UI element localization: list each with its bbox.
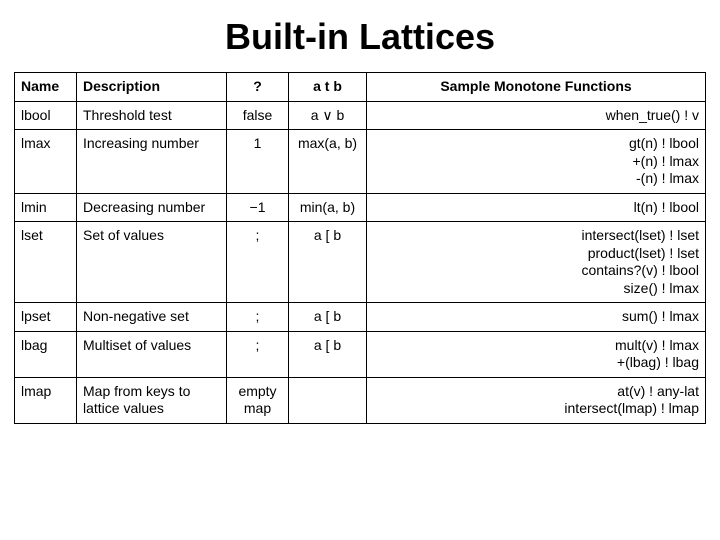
table-row: lpset Non-negative set ; a [ b sum() ! l… xyxy=(15,303,706,332)
cell-merge: max(a, b) xyxy=(289,130,367,194)
slide-title: Built-in Lattices xyxy=(14,16,706,58)
cell-bot: ; xyxy=(227,222,289,303)
cell-name: lmin xyxy=(15,193,77,222)
cell-merge: a ∨ b xyxy=(289,101,367,130)
cell-name: lmax xyxy=(15,130,77,194)
cell-name: lbag xyxy=(15,331,77,377)
cell-desc: Multiset of values xyxy=(77,331,227,377)
cell-desc: Non-negative set xyxy=(77,303,227,332)
col-header-merge: a t b xyxy=(289,73,367,102)
table-row: lmax Increasing number 1 max(a, b) gt(n)… xyxy=(15,130,706,194)
cell-funcs: gt(n) ! lbool +(n) ! lmax -(n) ! lmax xyxy=(367,130,706,194)
cell-bot: 1 xyxy=(227,130,289,194)
cell-name: lmap xyxy=(15,377,77,423)
cell-bot: −1 xyxy=(227,193,289,222)
col-header-bot: ? xyxy=(227,73,289,102)
cell-funcs: intersect(lset) ! lset product(lset) ! l… xyxy=(367,222,706,303)
cell-desc: Threshold test xyxy=(77,101,227,130)
col-header-name: Name xyxy=(15,73,77,102)
cell-name: lset xyxy=(15,222,77,303)
table-row: lset Set of values ; a [ b intersect(lse… xyxy=(15,222,706,303)
cell-desc: Increasing number xyxy=(77,130,227,194)
col-header-desc: Description xyxy=(77,73,227,102)
cell-name: lbool xyxy=(15,101,77,130)
cell-funcs: mult(v) ! lmax +(lbag) ! lbag xyxy=(367,331,706,377)
lattice-table: Name Description ? a t b Sample Monotone… xyxy=(14,72,706,424)
cell-bot: ; xyxy=(227,331,289,377)
cell-merge: a [ b xyxy=(289,303,367,332)
cell-merge xyxy=(289,377,367,423)
cell-bot: empty map xyxy=(227,377,289,423)
cell-bot: false xyxy=(227,101,289,130)
cell-name: lpset xyxy=(15,303,77,332)
table-row: lmin Decreasing number −1 min(a, b) lt(n… xyxy=(15,193,706,222)
cell-funcs: sum() ! lmax xyxy=(367,303,706,332)
slide: Built-in Lattices Name Description ? a t… xyxy=(0,0,720,540)
cell-funcs: at(v) ! any-lat intersect(lmap) ! lmap xyxy=(367,377,706,423)
col-header-funcs: Sample Monotone Functions xyxy=(367,73,706,102)
cell-merge: a [ b xyxy=(289,331,367,377)
table-row: lmap Map from keys to lattice values emp… xyxy=(15,377,706,423)
cell-desc: Map from keys to lattice values xyxy=(77,377,227,423)
cell-desc: Decreasing number xyxy=(77,193,227,222)
table-row: lbag Multiset of values ; a [ b mult(v) … xyxy=(15,331,706,377)
cell-funcs: lt(n) ! lbool xyxy=(367,193,706,222)
cell-funcs: when_true() ! v xyxy=(367,101,706,130)
table-header-row: Name Description ? a t b Sample Monotone… xyxy=(15,73,706,102)
cell-merge: a [ b xyxy=(289,222,367,303)
cell-merge: min(a, b) xyxy=(289,193,367,222)
table-row: lbool Threshold test false a ∨ b when_tr… xyxy=(15,101,706,130)
cell-bot: ; xyxy=(227,303,289,332)
cell-desc: Set of values xyxy=(77,222,227,303)
